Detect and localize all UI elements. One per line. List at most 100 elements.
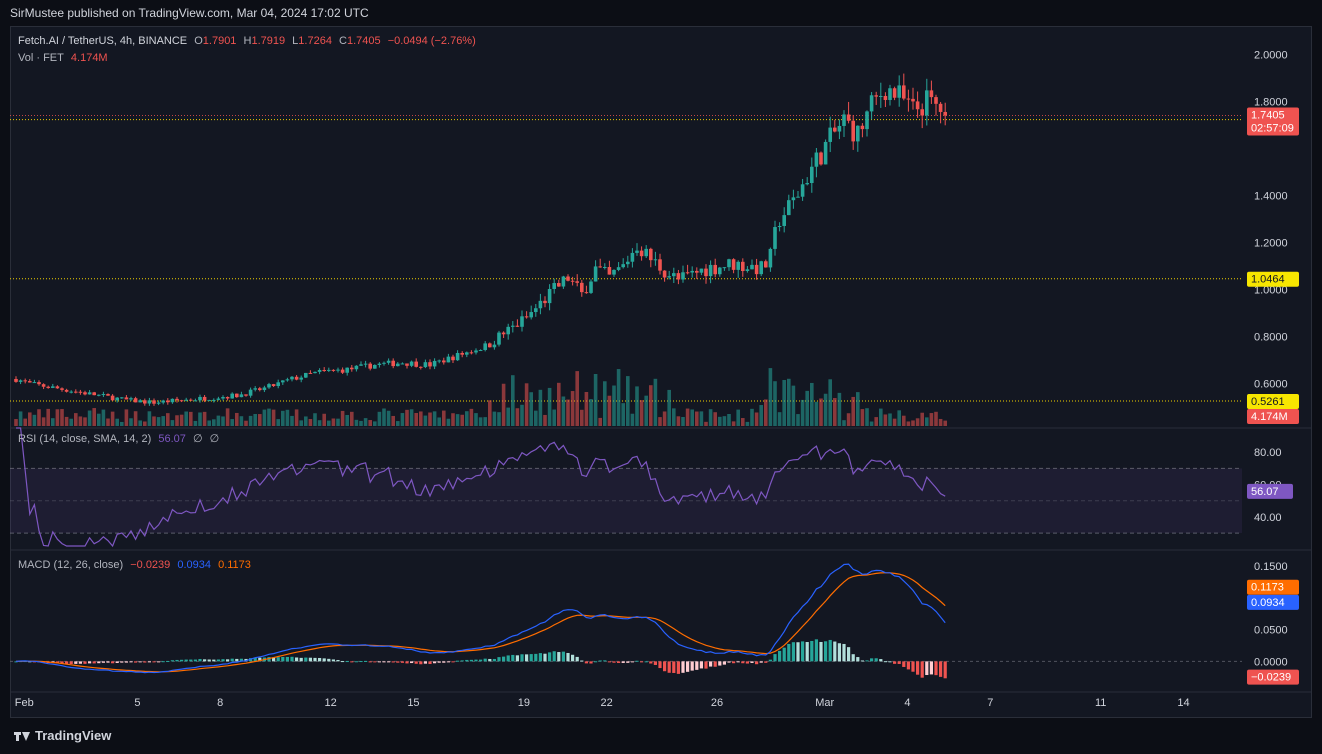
macd-hist-bar: [925, 661, 929, 676]
candle-body: [267, 384, 271, 388]
volume-bar: [115, 418, 119, 426]
candle-body: [391, 360, 395, 367]
macd-hist-bar: [649, 661, 653, 664]
volume-bar: [83, 417, 87, 426]
candle-body: [175, 398, 179, 401]
volume-bar: [603, 381, 607, 426]
candle-body: [350, 367, 354, 370]
symbol-legend[interactable]: Fetch.AI / TetherUS, 4h, BINANCE O1.7901…: [18, 35, 480, 47]
candle-body: [915, 101, 920, 110]
chart-canvas[interactable]: 2.0000 1.8000 1.4000 1.2000 1.0000 0.8000 0.60…: [10, 26, 1312, 718]
candle-body: [745, 269, 750, 272]
time-tick-label: Mar: [815, 697, 834, 709]
candle-body: [83, 392, 87, 395]
volume-bar: [911, 420, 915, 426]
macd-hist-value: −0.0239: [130, 559, 171, 571]
high-value: 1.7919: [251, 35, 286, 47]
volume-bar: [511, 375, 515, 426]
macd-hist-bar: [488, 658, 492, 662]
volume-bar: [207, 420, 211, 426]
volume-bar: [745, 421, 750, 426]
volume-bar: [244, 420, 248, 426]
macd-hist-bar: [856, 657, 860, 662]
macd-hist-bar: [469, 659, 473, 662]
macd-tick-label: 0.0000: [1254, 656, 1288, 668]
macd-hist-bar: [111, 661, 115, 664]
volume-bar: [221, 416, 225, 426]
candle-body: [166, 400, 170, 403]
macd-hist-tag-bg: [1247, 669, 1299, 685]
volume-bar: [313, 413, 317, 426]
macd-hist-bar: [543, 653, 547, 662]
time-tick-label: 14: [1177, 697, 1189, 709]
volume-bar: [534, 410, 538, 426]
volume-label: Vol · FET: [18, 52, 64, 64]
candle-body: [796, 196, 800, 198]
low-label: L: [292, 35, 299, 47]
candle-body: [290, 376, 294, 380]
volume-bar: [189, 411, 193, 426]
volume-bar: [32, 414, 37, 426]
volume-bar: [175, 415, 179, 426]
volume-bar: [432, 411, 437, 426]
macd-hist-bar: [584, 661, 588, 664]
candle-body: [699, 268, 704, 273]
candle-body: [639, 250, 644, 257]
macd-hist-bar: [810, 640, 814, 662]
macd-hist-bar: [373, 661, 377, 663]
time-tick-label: 8: [217, 697, 223, 709]
volume-value: 4.174M: [70, 52, 108, 64]
candle-body: [405, 363, 409, 366]
candle-body: [253, 388, 257, 390]
volume-bar: [681, 416, 685, 426]
volume-bar: [336, 418, 340, 426]
volume-bar: [359, 420, 363, 426]
candle-body: [653, 259, 658, 261]
price-tick-label: 1.2000: [1254, 238, 1288, 250]
macd-hist-bar: [327, 658, 331, 662]
candle-body: [230, 393, 234, 399]
candle-body: [520, 316, 524, 327]
volume-bar: [78, 416, 83, 426]
low-value: 1.7264: [298, 35, 332, 47]
macd-line: [15, 563, 946, 674]
candle-body: [570, 280, 575, 282]
rsi-na-1: ∅: [192, 433, 203, 445]
candle-body: [662, 270, 667, 278]
candle-body: [630, 252, 635, 262]
volume-legend[interactable]: Vol · FET 4.174M: [18, 52, 112, 64]
candle-body: [235, 393, 239, 398]
candle-body: [828, 127, 832, 142]
volume-bar: [46, 408, 50, 426]
candle-body: [331, 369, 336, 371]
candle-body: [819, 152, 823, 165]
candle-body: [32, 382, 37, 384]
tradingview-logo[interactable]: TradingView: [14, 728, 111, 743]
volume-bar: [446, 418, 451, 426]
macd-legend[interactable]: MACD (12, 26, close) −0.0239 0.0934 0.11…: [18, 559, 255, 571]
candle-body: [414, 361, 418, 367]
candle-body: [327, 369, 331, 371]
macd-hist-bar: [511, 654, 515, 662]
volume-bar: [676, 416, 681, 426]
candle-body: [423, 362, 428, 368]
volume-bar: [529, 392, 533, 426]
macd-hist-bar: [442, 661, 446, 663]
candle-body: [363, 363, 368, 365]
macd-hist-bar: [414, 661, 418, 664]
volume-bar: [101, 409, 106, 426]
candle-body: [879, 95, 883, 97]
candle-body: [396, 363, 400, 367]
macd-hist-bar: [313, 657, 317, 662]
rsi-legend[interactable]: RSI (14, close, SMA, 14, 2) 56.07 ∅ ∅: [18, 432, 223, 445]
rsi-line: [16, 427, 946, 548]
volume-bar: [276, 419, 280, 426]
candle-body: [46, 386, 50, 388]
candle-body: [837, 125, 842, 132]
volume-bar: [290, 415, 294, 426]
volume-bar: [833, 398, 837, 426]
volume-bar: [322, 413, 326, 426]
volume-bar: [731, 421, 736, 426]
volume-bar: [929, 413, 934, 426]
candle-body: [782, 215, 786, 226]
